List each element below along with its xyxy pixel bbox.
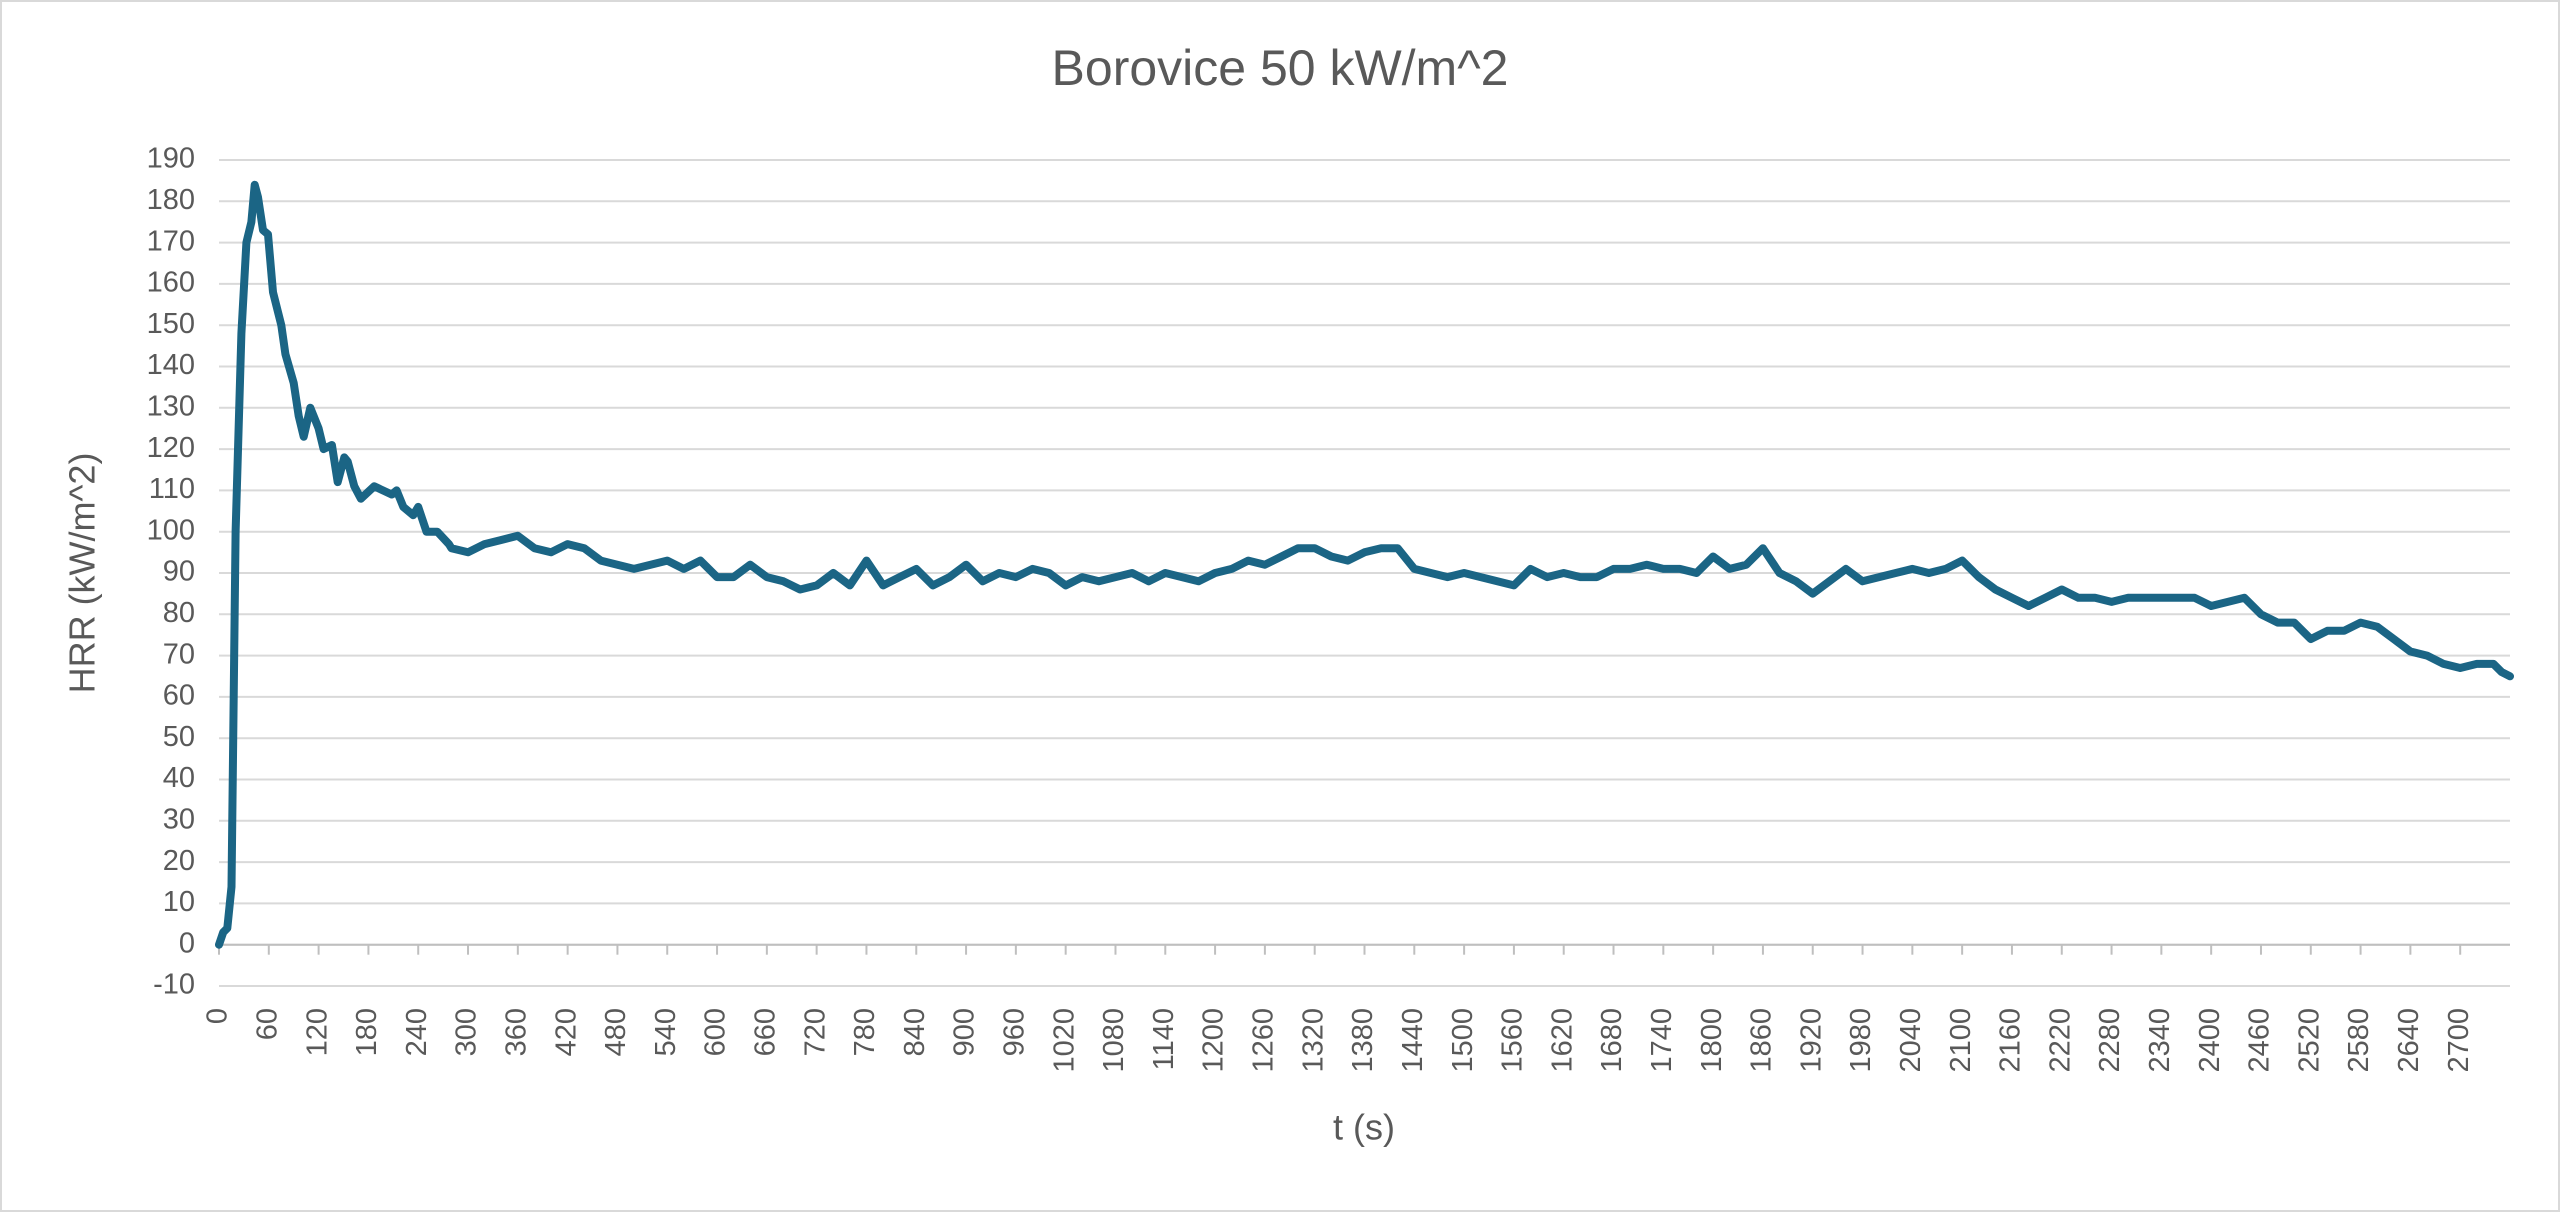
- y-tick-label: 10: [163, 886, 195, 918]
- data-line: [215, 180, 2514, 949]
- y-tick-label: 50: [163, 721, 195, 753]
- x-tick-label: 2280: [2094, 1008, 2126, 1073]
- x-tick-label: 1440: [1397, 1008, 1429, 1073]
- x-tick-label: 1800: [1696, 1008, 1728, 1073]
- x-tick-label: 180: [351, 1008, 383, 1056]
- x-tick-label: 1200: [1198, 1008, 1230, 1073]
- x-tick-label: 60: [251, 1008, 283, 1040]
- y-tick-label: 90: [163, 556, 195, 588]
- x-tick-label: 360: [500, 1008, 532, 1056]
- x-tick-label: 720: [799, 1008, 831, 1056]
- x-tick-label: 780: [849, 1008, 881, 1056]
- x-tick-label: 1380: [1347, 1008, 1379, 1073]
- x-tick-label: 2700: [2443, 1008, 2475, 1073]
- y-tick-label: 140: [147, 349, 195, 381]
- y-tick-label: 150: [147, 308, 195, 340]
- x-tick-label: 540: [650, 1008, 682, 1056]
- x-tick-label: 2580: [2343, 1008, 2375, 1073]
- x-tick-label: 1620: [1546, 1008, 1578, 1073]
- x-tick-label: 960: [999, 1008, 1031, 1056]
- x-tick-label: 0: [202, 1008, 234, 1024]
- y-tick-label: 60: [163, 680, 195, 712]
- y-tick-label: 40: [163, 762, 195, 794]
- y-tick-label: 190: [147, 143, 195, 175]
- x-tick-label: 1860: [1746, 1008, 1778, 1073]
- x-tick-label: 600: [700, 1008, 732, 1056]
- x-tick-label: 1680: [1596, 1008, 1628, 1073]
- chart-title: Borovice 50 kW/m^2: [1052, 40, 1509, 96]
- y-tick-label: 110: [149, 473, 195, 505]
- x-axis-label: t (s): [1333, 1107, 1395, 1148]
- x-tick-label: 1260: [1248, 1008, 1280, 1073]
- y-tick-label: 170: [147, 225, 195, 257]
- x-tick-label: 1920: [1795, 1008, 1827, 1073]
- x-tick-label: 1320: [1297, 1008, 1329, 1073]
- y-axis-label: HRR (kW/m^2): [62, 453, 103, 694]
- x-tick-label: 840: [899, 1008, 931, 1056]
- y-tick-label: 160: [147, 267, 195, 299]
- x-tick-label: 660: [750, 1008, 782, 1056]
- x-tick-label: 1020: [1048, 1008, 1080, 1073]
- x-tick-label: 2340: [2144, 1008, 2176, 1073]
- x-tick-label: 300: [451, 1008, 483, 1056]
- x-tick-label: 1740: [1646, 1008, 1678, 1073]
- x-tick-label: 2160: [1995, 1008, 2027, 1073]
- y-tick-label: 70: [163, 638, 195, 670]
- y-tick-label: -10: [153, 969, 195, 1001]
- y-tick-label: 100: [147, 514, 195, 546]
- x-tick-label: 1560: [1497, 1008, 1529, 1073]
- x-tick-label: 480: [600, 1008, 632, 1056]
- x-tick-label: 1080: [1098, 1008, 1130, 1073]
- x-tick-label: 420: [550, 1008, 582, 1056]
- y-tick-label: 0: [179, 927, 195, 959]
- x-tick-label: 240: [401, 1008, 433, 1056]
- x-tick-label: 2640: [2393, 1008, 2425, 1073]
- x-tick-label: 1140: [1148, 1008, 1180, 1070]
- x-tick-label: 2460: [2244, 1008, 2276, 1073]
- x-tick-label: 2400: [2194, 1008, 2226, 1073]
- x-tick-label: 2220: [2044, 1008, 2076, 1073]
- y-tick-label: 130: [147, 390, 195, 422]
- x-tick-label: 2100: [1945, 1008, 1977, 1073]
- x-tick-label: 2520: [2293, 1008, 2325, 1073]
- y-tick-label: 20: [163, 845, 195, 877]
- x-tick-label: 900: [949, 1008, 981, 1056]
- x-tick-label: 1980: [1845, 1008, 1877, 1073]
- x-tick-label: 1500: [1447, 1008, 1479, 1073]
- y-tick-label: 180: [147, 184, 195, 216]
- y-tick-label: 30: [163, 803, 195, 835]
- x-tick-label: 2040: [1895, 1008, 1927, 1073]
- y-tick-label: 80: [163, 597, 195, 629]
- x-tick-label: 120: [301, 1008, 333, 1056]
- y-tick-label: 120: [147, 432, 195, 464]
